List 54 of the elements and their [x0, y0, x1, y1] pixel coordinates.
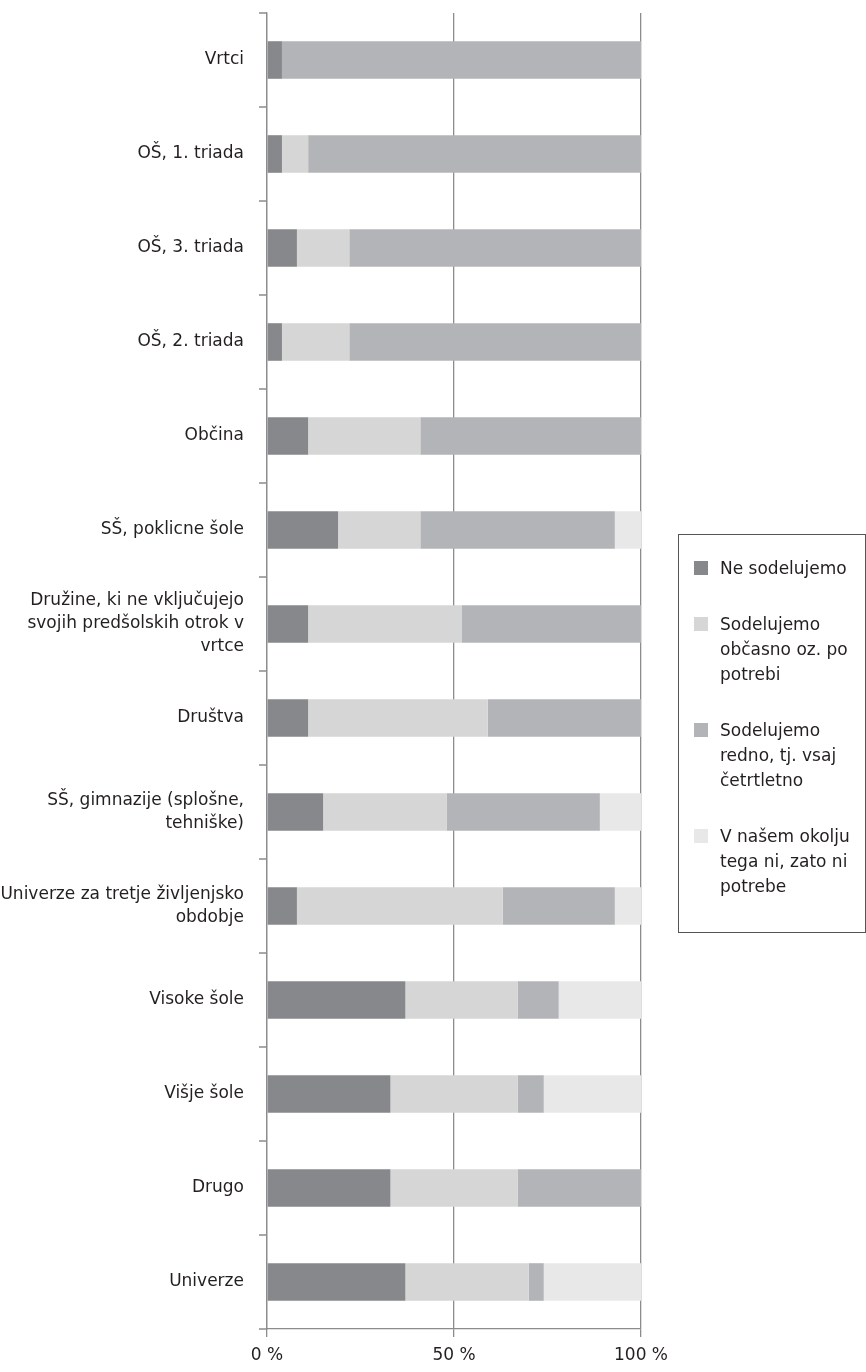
bar: [390, 1169, 518, 1207]
y-tick-label: Visoke šole: [149, 988, 244, 1009]
bar: [420, 511, 615, 549]
bar: [296, 887, 503, 925]
bar: [614, 511, 641, 549]
y-tick-label: SŠ, gimnazije (splošne, tehniške): [47, 787, 244, 832]
bar: [281, 41, 641, 79]
bar: [405, 1263, 529, 1301]
y-tick-label: Višje šole: [164, 1082, 244, 1103]
bar: [308, 135, 641, 173]
y-tick-label: Univerze: [169, 1270, 244, 1291]
bar: [420, 417, 641, 455]
legend-label: Ne sodelujemo: [720, 557, 848, 581]
bar: [308, 417, 421, 455]
bar: [599, 793, 641, 831]
bar: [349, 229, 641, 267]
y-tick-label: Univerze za tretje življenjsko obdobje: [0, 882, 244, 926]
x-tick-label: 100 %: [613, 1343, 669, 1364]
bar: [558, 981, 641, 1019]
bar: [323, 793, 447, 831]
x-tick-label: 50 %: [432, 1343, 476, 1364]
bar: [543, 1075, 641, 1113]
y-tick-label: SŠ, poklicne šole: [100, 517, 244, 539]
bar: [487, 699, 641, 737]
bar: [405, 981, 518, 1019]
bar: [390, 1075, 518, 1113]
x-tick-label: 0 %: [250, 1343, 284, 1364]
bar: [308, 699, 488, 737]
bar: [308, 605, 462, 643]
bar: [446, 793, 600, 831]
bar: [296, 229, 350, 267]
bar: [517, 1075, 544, 1113]
bar: [338, 511, 421, 549]
bar: [528, 1263, 544, 1301]
bar: [461, 605, 641, 643]
bar: [614, 887, 641, 925]
y-tick-label: OŠ, 2. triada: [137, 329, 244, 351]
bar: [281, 323, 350, 361]
bar: [543, 1263, 641, 1301]
legend-label: V našem okolju tega ni, zato ni potrebe: [720, 825, 851, 899]
y-tick-label: OŠ, 3. triada: [137, 235, 244, 257]
bar: [281, 135, 309, 173]
y-tick-label: Društva: [177, 706, 244, 727]
bar: [517, 1169, 641, 1207]
y-tick-label: Družine, ki ne vključujejo svojih predšolskih otrok v vrtce: [27, 589, 244, 656]
y-tick-label: Vrtci: [204, 48, 244, 69]
y-tick-label: Občina: [184, 424, 244, 445]
bar: [502, 887, 615, 925]
legend-label: Sodelujemo redno, tj. vsaj četrtletno: [720, 719, 838, 793]
legend-label: Sodelujemo občasno oz. po potrebi: [720, 613, 849, 687]
bar: [349, 323, 641, 361]
bar: [517, 981, 559, 1019]
y-tick-label: OŠ, 1. triada: [137, 141, 244, 163]
y-tick-label: Drugo: [191, 1176, 244, 1197]
